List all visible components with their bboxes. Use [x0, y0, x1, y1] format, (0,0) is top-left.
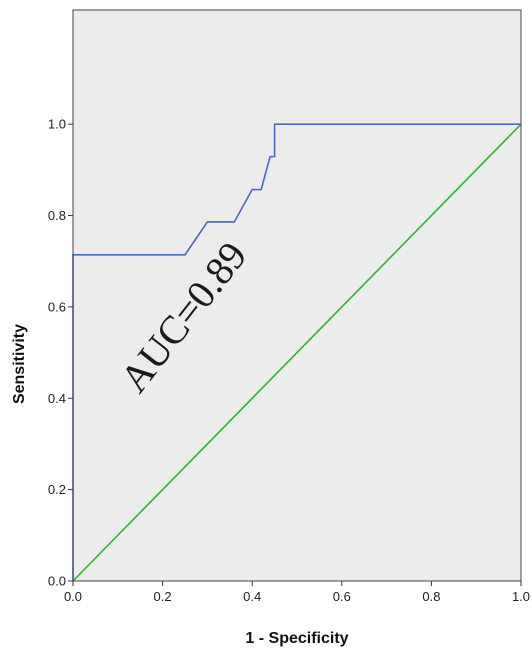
x-tick-label: 0.2: [154, 589, 172, 604]
y-tick-label: 1.0: [48, 117, 66, 132]
y-tick-label: 0.8: [48, 208, 66, 223]
plot-frame: [72, 9, 522, 582]
x-tick-label: 0.0: [64, 589, 82, 604]
y-tick-label: 0.0: [48, 574, 66, 589]
y-tick-label: 0.4: [48, 391, 66, 406]
y-tick-label: 0.6: [48, 299, 66, 314]
roc-curve: [72, 123, 521, 581]
label-layer: 0.0 0.2 0.4 0.6 0.8 1.0 0.0 0.2 0.4 0.6 0.8 1.0: [48, 117, 530, 604]
y-tick-label: 0.2: [48, 482, 66, 497]
x-axis-title: 1 - Specificity: [245, 630, 348, 647]
x-tick-label: 0.6: [333, 589, 351, 604]
x-tick-label: 0.8: [422, 589, 440, 604]
tick-layer: [68, 123, 522, 586]
y-axis-title: Sensitivity: [11, 324, 28, 404]
reference-line: [72, 123, 522, 582]
x-tick-label: 0.4: [243, 589, 261, 604]
curve-layer: [72, 123, 522, 582]
x-tick-label: 1.0: [512, 589, 530, 604]
plot-background: [73, 10, 521, 581]
